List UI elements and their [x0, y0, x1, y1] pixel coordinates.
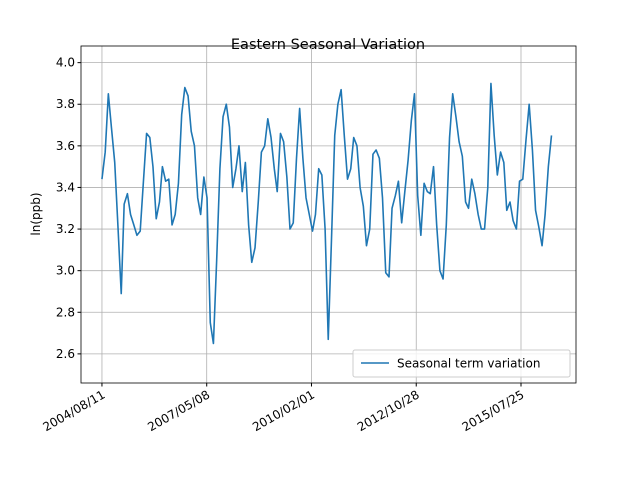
- y-tick-label: 4.0: [56, 56, 75, 70]
- y-tick-label: 3.0: [56, 264, 75, 278]
- chart-title: Eastern Seasonal Variation: [231, 37, 425, 53]
- legend-label: Seasonal term variation: [397, 357, 540, 371]
- y-tick-label: 3.2: [56, 222, 75, 236]
- line-series: [101, 82, 553, 345]
- y-tick-label: 2.6: [56, 347, 75, 361]
- legend-box: [352, 349, 571, 378]
- y-axis-label: ln(ppb): [29, 192, 43, 235]
- y-tick-label: 3.4: [56, 180, 75, 194]
- y-tick-label: 2.8: [56, 305, 75, 319]
- y-tick-label: 3.6: [56, 139, 75, 153]
- y-tick-label: 3.8: [56, 97, 75, 111]
- axes-frame: [80, 45, 577, 384]
